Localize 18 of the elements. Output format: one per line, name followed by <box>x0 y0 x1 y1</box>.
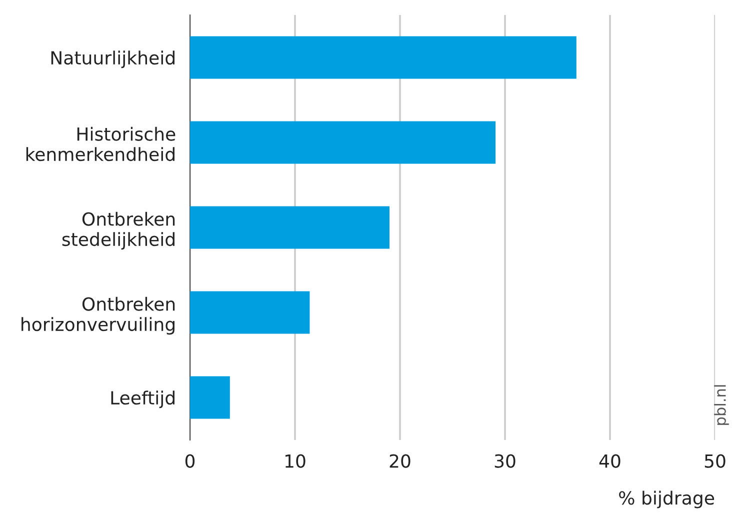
bar <box>190 121 496 164</box>
y-tick-label: Leeftijd <box>111 390 174 408</box>
x-tick-label: 50 <box>704 454 726 468</box>
y-tick-label: Ontbreken stedelijkheid <box>62 212 175 250</box>
y-tick-label: Natuurlijkheid <box>51 50 174 68</box>
x-tick-label: 40 <box>599 454 620 468</box>
x-tick-label: 0 <box>185 454 195 468</box>
x-axis-title: % bijdrage <box>619 490 714 508</box>
x-tick-label: 10 <box>285 454 306 468</box>
bar <box>190 36 576 79</box>
annotation: pbl.nl <box>714 385 729 425</box>
bar <box>190 376 230 419</box>
x-tick-label: 20 <box>390 454 410 468</box>
y-tick-label: Ontbreken horizonvervuiling <box>22 296 175 335</box>
bar <box>190 291 310 334</box>
x-tick-label: 30 <box>494 454 516 468</box>
bar <box>190 206 390 249</box>
y-tick-label: Historische kenmerkendheid <box>26 126 176 162</box>
